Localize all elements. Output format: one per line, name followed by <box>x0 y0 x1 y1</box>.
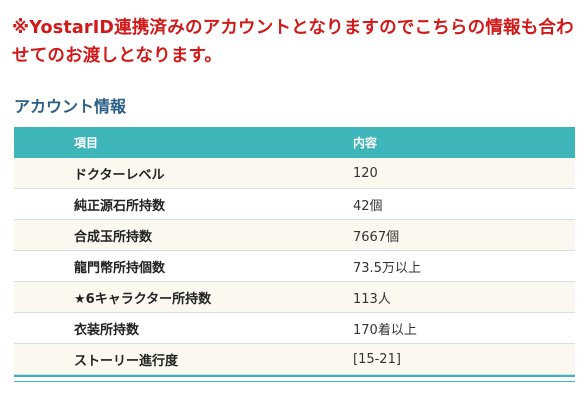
row-item-label: ★6キャラクター所持数 <box>14 281 353 313</box>
row-item-label: 龍門幣所持個数 <box>14 250 353 282</box>
row-item-value: 120 <box>353 158 575 189</box>
notice-text: ※YostarID連携済みのアカウントとなりますのでこちらの情報も合わせてのお渡… <box>12 18 574 66</box>
account-info-table: 項目 内容 ドクターレベル 120 純正源石所持数 42個 合成玉所持数 766… <box>14 127 575 382</box>
row-item-value: 113人 <box>353 281 575 313</box>
row-item-label: 純正源石所持数 <box>14 188 353 220</box>
row-item-value: 7667個 <box>353 219 575 251</box>
row-item-value: 42個 <box>353 188 575 220</box>
table-body: ドクターレベル 120 純正源石所持数 42個 合成玉所持数 7667個 龍門幣… <box>14 158 575 375</box>
table-header: 項目 内容 <box>14 127 575 158</box>
table-row: 龍門幣所持個数 73.5万以上 <box>14 250 575 282</box>
table-row: 衣装所持数 170着以上 <box>14 312 575 344</box>
row-item-label: 合成玉所持数 <box>14 219 353 251</box>
row-item-label: 衣装所持数 <box>14 312 353 344</box>
table-row: 純正源石所持数 42個 <box>14 188 575 220</box>
table-row: 合成玉所持数 7667個 <box>14 219 575 251</box>
row-item-label: ストーリー進行度 <box>14 343 353 375</box>
table-bottom-rule <box>14 375 575 382</box>
section-title: アカウント情報 <box>14 97 127 116</box>
header-value: 内容 <box>353 127 575 158</box>
table-row: ストーリー進行度 [15-21] <box>14 343 575 375</box>
header-row: 項目 内容 <box>14 127 575 158</box>
header-item: 項目 <box>14 127 353 158</box>
row-item-value: 170着以上 <box>353 312 575 344</box>
row-item-value: [15-21] <box>353 343 575 375</box>
row-item-value: 73.5万以上 <box>353 250 575 282</box>
table-row: ★6キャラクター所持数 113人 <box>14 281 575 313</box>
account-table: 項目 内容 ドクターレベル 120 純正源石所持数 42個 合成玉所持数 766… <box>14 127 575 375</box>
table-row: ドクターレベル 120 <box>14 158 575 189</box>
row-item-label: ドクターレベル <box>14 158 353 189</box>
